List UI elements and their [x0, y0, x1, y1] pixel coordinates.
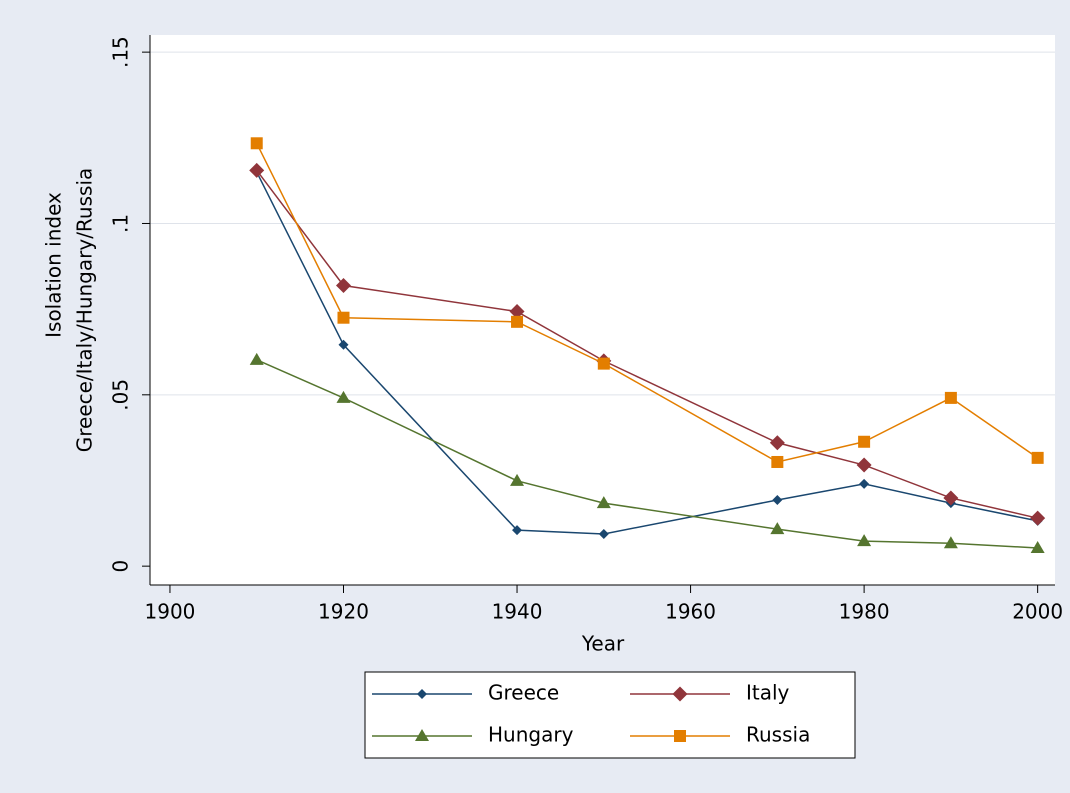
x-axis-title: Year [581, 632, 625, 656]
series-line [256, 171, 1038, 535]
y-tick-label: 0 [109, 560, 133, 573]
x-tick-label: 1900 [145, 600, 196, 624]
marker [857, 534, 872, 547]
marker [509, 304, 525, 320]
series-line [256, 169, 1038, 519]
marker [1030, 510, 1046, 526]
marker [771, 455, 784, 468]
marker [1030, 540, 1045, 553]
legend-label: Hungary [488, 723, 574, 747]
series-line [256, 359, 1038, 549]
marker [335, 277, 351, 293]
x-tick-label: 1980 [839, 600, 890, 624]
marker [249, 352, 264, 365]
y-tick-label: .1 [109, 214, 133, 233]
marker [511, 315, 524, 328]
marker [943, 536, 958, 549]
marker [510, 473, 525, 486]
y-tick-label: .05 [109, 379, 133, 411]
legend-label: Greece [488, 681, 559, 705]
legend-marker [672, 686, 688, 702]
x-tick-label: 1960 [665, 600, 716, 624]
marker [336, 390, 351, 403]
legend-label: Italy [746, 681, 790, 705]
marker [249, 162, 265, 178]
marker [1031, 451, 1044, 464]
marker [250, 137, 263, 150]
x-tick-label: 1940 [492, 600, 543, 624]
marker [598, 528, 609, 539]
marker [337, 311, 350, 324]
legend-marker [674, 730, 686, 742]
y-tick-label: .15 [109, 36, 133, 68]
legend-marker [417, 689, 427, 699]
marker [772, 495, 783, 506]
marker [944, 391, 957, 404]
series-line [256, 142, 1039, 463]
y-axis-title: Isolation index [42, 192, 66, 338]
marker [858, 435, 871, 448]
marker [596, 496, 611, 509]
marker [770, 522, 785, 535]
legend-marker [415, 729, 429, 741]
marker [338, 339, 349, 350]
x-tick-label: 1920 [318, 600, 369, 624]
y-axis-title: Greece/Italy/Hungary/Russia [73, 168, 97, 453]
marker [943, 490, 959, 506]
legend-label: Russia [746, 723, 810, 747]
marker [769, 435, 785, 451]
x-tick-label: 2000 [1012, 600, 1063, 624]
marker [859, 478, 870, 489]
marker [856, 457, 872, 473]
marker [512, 525, 523, 536]
marker [597, 357, 610, 370]
legend [364, 671, 856, 759]
